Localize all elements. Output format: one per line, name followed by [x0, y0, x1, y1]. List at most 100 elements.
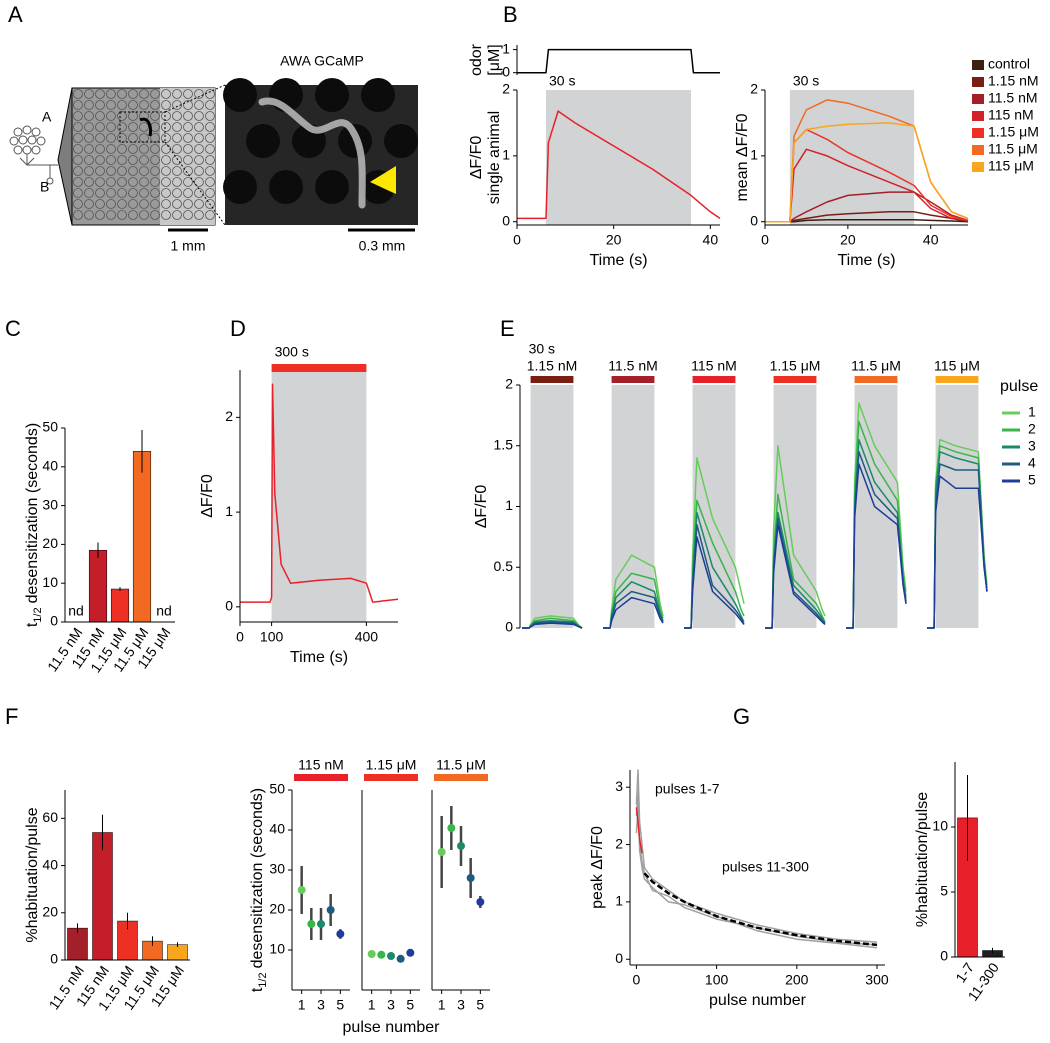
y-tick-label: 0	[225, 598, 233, 614]
y-tick-label: 40	[269, 821, 285, 837]
stimulus-bar	[271, 364, 367, 372]
y-tick-label: 2	[750, 81, 758, 97]
y-tick-label: 1	[225, 503, 233, 519]
panel-label: 11.5 μM	[436, 757, 486, 773]
y-axis-label: peak ΔF/F0	[589, 826, 606, 909]
x-tick-label: 40	[703, 232, 719, 248]
panel-a-art	[9, 78, 418, 232]
y-tick-label: 50	[42, 419, 58, 435]
y-axis-label: [μM]	[486, 44, 503, 75]
panel-label: 115 nM	[691, 358, 737, 374]
trace	[635, 792, 878, 949]
y-tick-label: 1	[502, 147, 510, 163]
value-label: nd	[68, 603, 84, 619]
x-tick-label: 100	[705, 972, 729, 988]
stimulus-bar	[854, 376, 898, 383]
x-tick-label: 3	[457, 997, 465, 1013]
y-axis-label: %habituation/pulse	[24, 807, 41, 942]
x-axis-label: Time (s)	[589, 252, 647, 269]
stimulus-shade	[530, 385, 574, 628]
x-tick-label: 1	[368, 997, 376, 1013]
x-tick-label: 0	[513, 232, 521, 248]
y-axis-label: odor	[468, 43, 485, 76]
stimulus-bar	[773, 376, 817, 383]
trace	[765, 218, 969, 223]
panel-letter: A	[8, 2, 23, 27]
legend-swatch	[972, 128, 984, 138]
x-tick-label: 3	[387, 997, 395, 1013]
y-tick-label: 10	[42, 574, 58, 590]
legend-label: 1.15 μM	[988, 124, 1039, 140]
site-label: B	[40, 179, 49, 195]
x-tick-label: 1	[298, 997, 306, 1013]
y-tick-label: 0	[750, 212, 758, 228]
y-tick-label: 0	[502, 212, 510, 228]
point	[406, 948, 415, 957]
trace	[765, 191, 969, 223]
y-tick-label: 40	[42, 458, 58, 474]
x-tick-label: 100	[260, 629, 284, 645]
trace	[635, 769, 878, 943]
point	[476, 898, 485, 906]
trace	[517, 110, 721, 220]
y-tick-label: 2	[225, 408, 233, 424]
y-tick-label: 40	[42, 856, 58, 872]
trace	[635, 807, 643, 854]
trace	[846, 463, 907, 629]
y-axis-label: ΔF/F0	[468, 136, 485, 180]
y-tick-label: 3	[615, 778, 623, 794]
panel-label: 1.15 μM	[366, 757, 417, 773]
x-tick-label: 5	[406, 997, 414, 1013]
y-tick-label: 1	[505, 497, 513, 513]
value-label: nd	[156, 603, 172, 619]
y-tick-label: 10	[932, 818, 948, 834]
y-tick-label: 2	[615, 835, 623, 851]
stimulus-bar	[364, 774, 418, 781]
legend-swatch	[972, 162, 984, 172]
point	[457, 842, 465, 850]
y-tick-label: 0	[50, 613, 58, 629]
y-axis-label: single animal	[486, 111, 503, 204]
x-axis-label: pulse number	[709, 992, 807, 1009]
y-tick-label: 60	[42, 809, 58, 825]
y-tick-label: 2	[505, 376, 513, 392]
trace	[765, 122, 969, 223]
y-tick-label: 1	[502, 40, 510, 56]
x-tick-label: 3	[317, 997, 325, 1013]
panel-label: 1.15 μM	[770, 358, 821, 374]
panel-letter: E	[500, 316, 515, 341]
y-tick-label: 1	[615, 893, 623, 909]
panel-letter: C	[5, 316, 21, 341]
y-tick-label: 1	[750, 147, 758, 163]
y-tick-label: 0	[50, 951, 58, 967]
legend-swatch	[972, 145, 984, 155]
panel-label: 11.5 μM	[851, 358, 901, 374]
panel-letter: B	[503, 2, 518, 27]
stimulus-bar	[530, 376, 574, 383]
point	[387, 952, 395, 960]
point	[326, 906, 335, 914]
annotation: pulses 1-7	[655, 781, 720, 797]
y-axis-label-subscript: 1/2	[257, 972, 269, 987]
y-axis-label: t1/2 desensitization (seconds)	[24, 423, 44, 627]
legend-swatch	[972, 111, 984, 121]
x-tick-label: 400	[355, 629, 379, 645]
y-tick-label: 10	[269, 941, 285, 957]
x-tick-label: 300	[865, 972, 889, 988]
panel-label: 1.15 nM	[527, 358, 578, 374]
y-axis-label: %habituation/pulse	[914, 792, 931, 927]
panel-label: 115 μM	[934, 358, 980, 374]
panel-letter: F	[5, 704, 18, 729]
trace	[765, 211, 969, 223]
stimulus-shade	[271, 370, 367, 622]
panel-label: 115 nM	[298, 757, 344, 773]
y-tick-label: 20	[42, 903, 58, 919]
legend-swatch	[972, 60, 984, 70]
trace	[765, 148, 969, 223]
point	[437, 848, 446, 856]
stimulus-label: 30 s	[529, 341, 555, 357]
y-tick-label: 30	[42, 496, 58, 512]
bar	[110, 588, 130, 623]
x-tick-label: 5	[476, 997, 484, 1013]
